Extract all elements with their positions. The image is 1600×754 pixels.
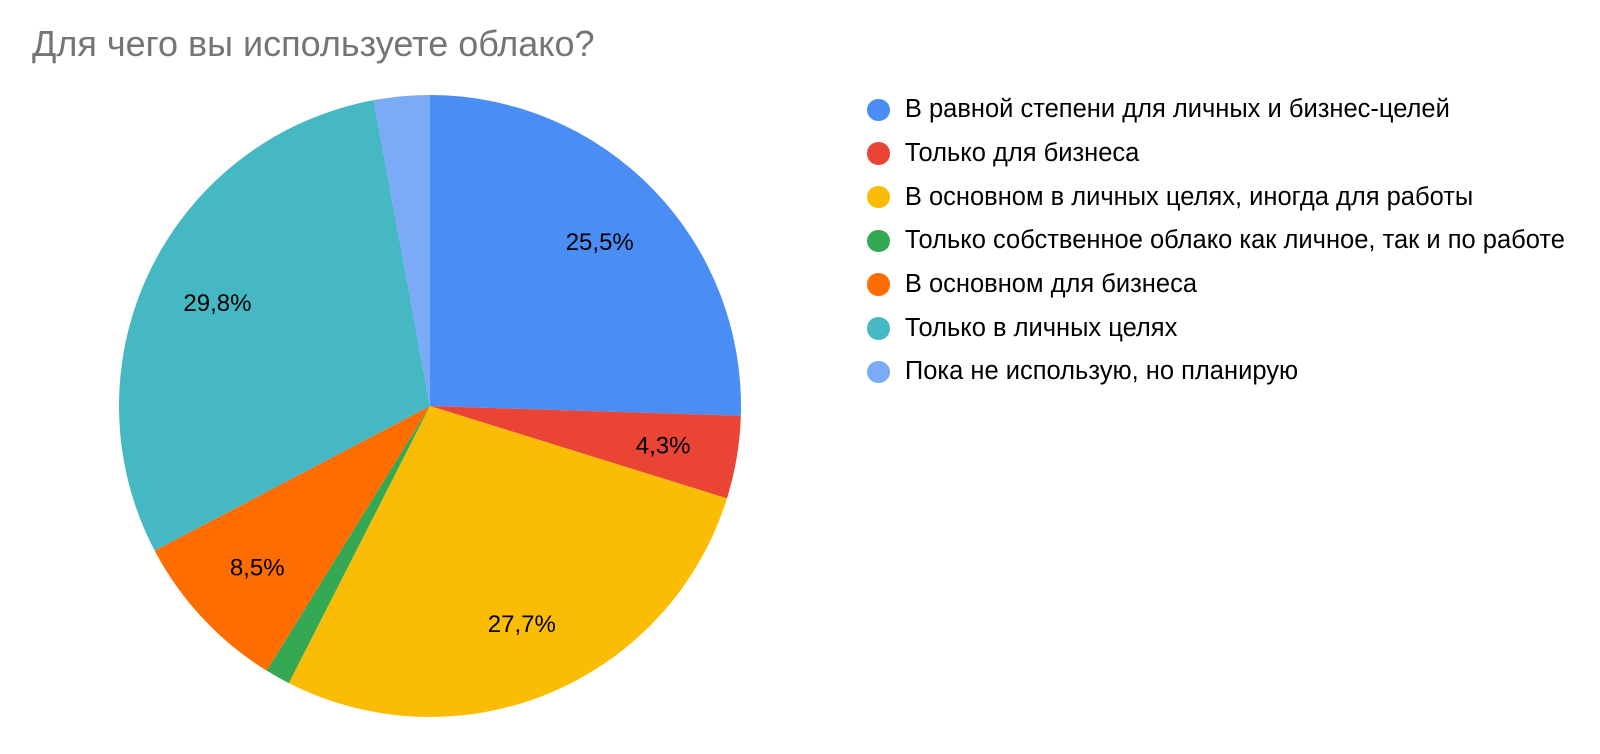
svg-text:8,5%: 8,5%	[230, 555, 285, 582]
svg-text:4,3%: 4,3%	[636, 433, 691, 460]
svg-text:27,7%: 27,7%	[488, 611, 556, 638]
svg-text:25,5%: 25,5%	[566, 229, 634, 256]
svg-text:29,8%: 29,8%	[183, 290, 251, 317]
